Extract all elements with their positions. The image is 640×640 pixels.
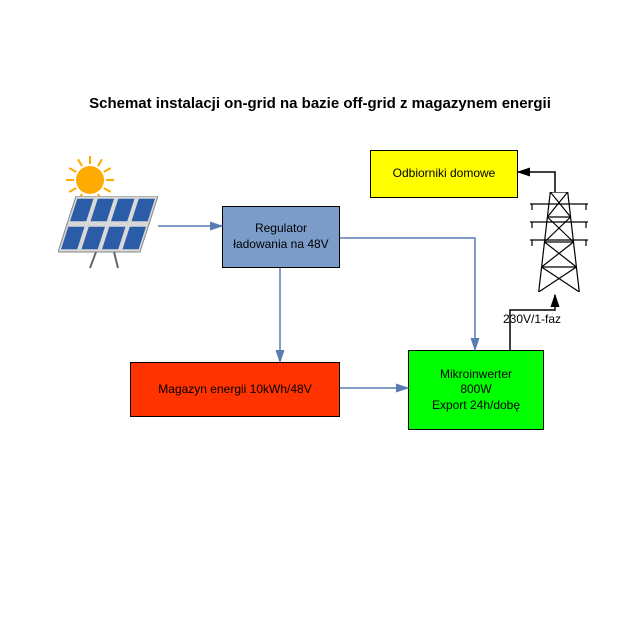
magazyn-node: Magazyn energii 10kWh/48V (130, 362, 340, 417)
diagram-title: Schemat instalacji on-grid na bazie off-… (0, 95, 640, 112)
odbiorniki-label: Odbiorniki domowe (393, 166, 496, 182)
regulator-label: Regulatorładowania na 48V (233, 221, 328, 252)
mikroinwerter-node: Mikroinwerter800WExport 24h/dobę (408, 350, 544, 430)
magazyn-label: Magazyn energii 10kWh/48V (158, 382, 311, 398)
mikroinwerter-label: Mikroinwerter800WExport 24h/dobę (432, 367, 520, 414)
grid-voltage-label: 230V/1-faz (503, 312, 561, 326)
power-pylon-icon (530, 192, 588, 297)
odbiorniki-node: Odbiorniki domowe (370, 150, 518, 198)
solar-panel-icon (58, 196, 158, 277)
regulator-node: Regulatorładowania na 48V (222, 206, 340, 268)
